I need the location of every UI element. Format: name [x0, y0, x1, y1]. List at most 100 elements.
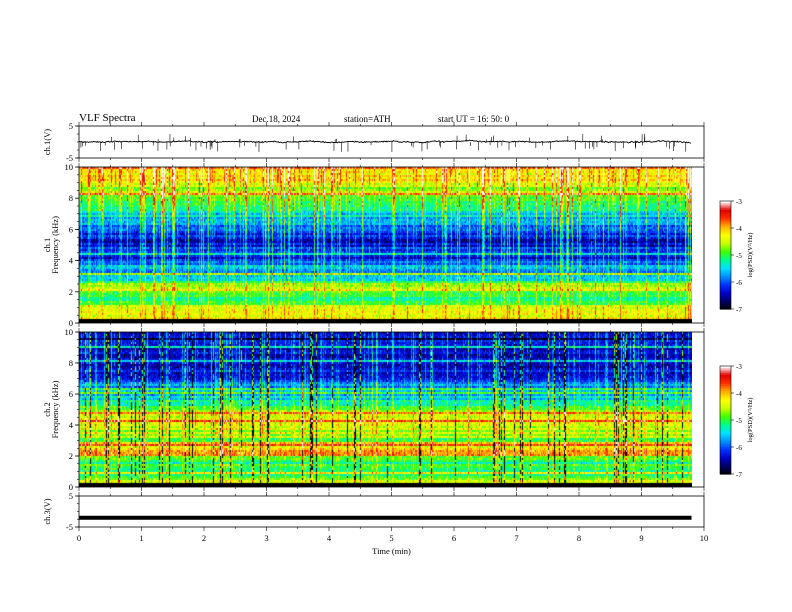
ch1-waveform-ytick-label: -5: [66, 153, 73, 163]
ch2-spectrogram-colorbar-cell: [720, 387, 731, 390]
ch1-spectrogram-colorbar-cell: [720, 231, 731, 234]
ch2-spectrogram-colorbar-cell: [720, 452, 731, 455]
ch1-spectrogram-colorbar-cell: [720, 228, 731, 231]
ch1-spectrogram-colorbar-cell: [720, 267, 731, 270]
x-tick-label: 2: [202, 533, 206, 543]
ch1-spectrogram-colorbar-tick-label: -7: [736, 306, 742, 314]
ch2-spectrogram-colorbar-cell: [720, 447, 731, 450]
ch1-spectrogram-colorbar-cell: [720, 269, 731, 272]
ch2-spectrogram-colorbar-cell: [720, 380, 731, 383]
ch1-spectrogram-colorbar-cell: [720, 307, 731, 310]
ch2-spectrogram-colorbar-cell: [720, 430, 731, 434]
ch1-spectrogram-colorbar-cell: [720, 273, 731, 276]
ch2-spectrogram-colorbar-cell: [720, 414, 731, 417]
header-station: station=ATH: [344, 114, 391, 124]
ch1-spectrogram-colorbar-cell: [720, 226, 731, 229]
ch1-spectrogram-colorbar-cell: [720, 276, 731, 279]
ch1-spectrogram-colorbar-tick-label: -3: [736, 198, 742, 206]
ch2-spectrogram-colorbar-cell: [720, 391, 731, 394]
ch1-spectrogram-colorbar-cell: [720, 283, 731, 287]
ch1-spectrogram-colorbar-cell: [720, 224, 731, 227]
ch2-spectrogram-colorbar-tick-label: -7: [736, 471, 742, 479]
ch2-spectrogram-colorbar-cell: [720, 436, 731, 439]
ch2-spectrogram-colorbar-cell: [720, 396, 731, 399]
ch2-spectrogram-colorbar-cell: [720, 472, 731, 475]
ch2-spectrogram-colorbar-cell: [720, 445, 731, 448]
ch1-waveform-ytick-label: 5: [69, 121, 73, 131]
ch1-spectrogram-colorbar-cell: [720, 219, 731, 222]
ch1-spectrogram-colorbar-cell: [720, 222, 731, 225]
ch2-spectrogram-colorbar-cell: [720, 439, 731, 443]
ch2-spectrogram-colorbar-cell: [720, 416, 731, 419]
ch2-spectrogram-colorbar-cell: [720, 450, 731, 453]
ch2-spectrogram-colorbar-cell: [720, 434, 731, 437]
ch2-spectrogram-colorbar-cell: [720, 371, 731, 374]
ch1-spectrogram-colorbar-cell: [720, 264, 731, 267]
x-tick-label: 3: [264, 533, 268, 543]
ch2-spectrogram-ytick-label: 8: [69, 358, 73, 368]
ch2-spectrogram-colorbar-cell: [720, 438, 731, 441]
ch1-spectrogram-ytick-label: 6: [69, 224, 73, 234]
ch1-waveform-frame: [78, 125, 705, 159]
ch2-spectrogram-ylabel: Frequency (kHz): [50, 380, 60, 438]
ch1-spectrogram-colorbar-cell: [720, 262, 731, 265]
ch2-spectrogram-colorbar-cell: [720, 382, 731, 385]
ch3-waveform-ytick-label: 5: [69, 491, 73, 501]
ch2-spectrogram-colorbar-cell: [720, 421, 731, 425]
ch2-spectrogram-colorbar-cell: [720, 466, 731, 470]
header-start-time: start UT = 16: 50: 0: [438, 114, 510, 124]
ch2-spectrogram-ytick-label: 10: [65, 327, 74, 337]
ch2-spectrogram-colorbar-cell: [720, 378, 731, 381]
ch1-spectrogram-colorbar-cell: [720, 210, 731, 213]
ch2-spectrogram-colorbar-cell: [720, 385, 731, 389]
ch2-spectrogram-colorbar-cell: [720, 432, 731, 435]
ch1-spectrogram-colorbar-cell: [720, 289, 731, 292]
x-tick-label: 5: [389, 533, 393, 543]
ch2-spectrogram-colorbar-cell: [720, 423, 731, 426]
x-tick-label: 7: [514, 533, 518, 543]
ch1-spectrogram-colorbar-cell: [720, 255, 731, 258]
ch1-spectrogram-colorbar-cell: [720, 208, 731, 211]
ch1-spectrogram-colorbar-cell: [720, 291, 731, 294]
ch2-spectrogram-colorbar-tick-label: -6: [736, 444, 742, 452]
ch1-spectrogram-colorbar-cell: [720, 301, 731, 305]
ch1-spectrogram-colorbar-cell: [720, 294, 731, 297]
ch1-spectrogram-colorbar-cell: [720, 238, 731, 242]
ch1-spectrogram-colorbar-cell: [720, 217, 731, 220]
ch1-spectrogram-colorbar-cell: [720, 280, 731, 283]
ch2-spectrogram-ytick-label: 2: [69, 451, 73, 461]
ch1-spectrogram-colorbar-cell: [720, 211, 731, 215]
ch2-spectrogram-image: [79, 332, 692, 487]
ch1-spectrogram-colorbar-cell: [720, 251, 731, 254]
ch1-spectrogram-colorbar-cell: [720, 229, 731, 233]
ch2-spectrogram-colorbar-tick-label: -4: [736, 390, 742, 398]
ch2-spectrogram-colorbar-cell: [720, 427, 731, 430]
ch1-spectrogram-colorbar-cell: [720, 278, 731, 281]
ch1-waveform-trace: [79, 139, 692, 144]
ch2-spectrogram-colorbar-tick-label: -3: [736, 363, 742, 371]
ch2-spectrogram-colorbar-cell: [720, 465, 731, 468]
ch3-waveform-ylabel: ch.3(V): [42, 498, 52, 524]
ch1-spectrogram-ytick-label: 10: [65, 162, 74, 172]
ch1-spectrogram-colorbar-cell: [720, 260, 731, 263]
ch1-spectrogram-colorbar-cell: [720, 213, 731, 216]
ch1-spectrogram-colorbar-cell: [720, 303, 731, 306]
ch1-spectrogram-colorbar-cell: [720, 256, 731, 260]
ch1-spectrogram-colorbar-cell: [720, 215, 731, 218]
x-tick-label: 8: [577, 533, 581, 543]
ch1-spectrogram-colorbar-cell: [720, 287, 731, 290]
ch1-spectrogram-ytick-label: 4: [69, 256, 74, 266]
ch1-spectrogram-colorbar-cell: [720, 235, 731, 238]
ch1-spectrogram-ylabel-channel: ch.1: [42, 238, 52, 252]
x-axis-label: Time (min): [372, 546, 411, 556]
ch1-spectrogram-colorbar-cell: [720, 204, 731, 207]
ch1-spectrogram-colorbar-cell: [720, 271, 731, 274]
ch2-spectrogram-colorbar-cell: [720, 402, 731, 405]
ch3-waveform-ytick-label: -5: [66, 522, 73, 532]
ch2-spectrogram-colorbar-cell: [720, 400, 731, 403]
ch2-spectrogram-colorbar-cell: [720, 393, 731, 396]
ch1-spectrogram-colorbar-label: log(PSD)(V²/Hz): [747, 233, 754, 278]
ch1-spectrogram-colorbar-cell: [720, 285, 731, 288]
x-tick-label: 6: [452, 533, 456, 543]
